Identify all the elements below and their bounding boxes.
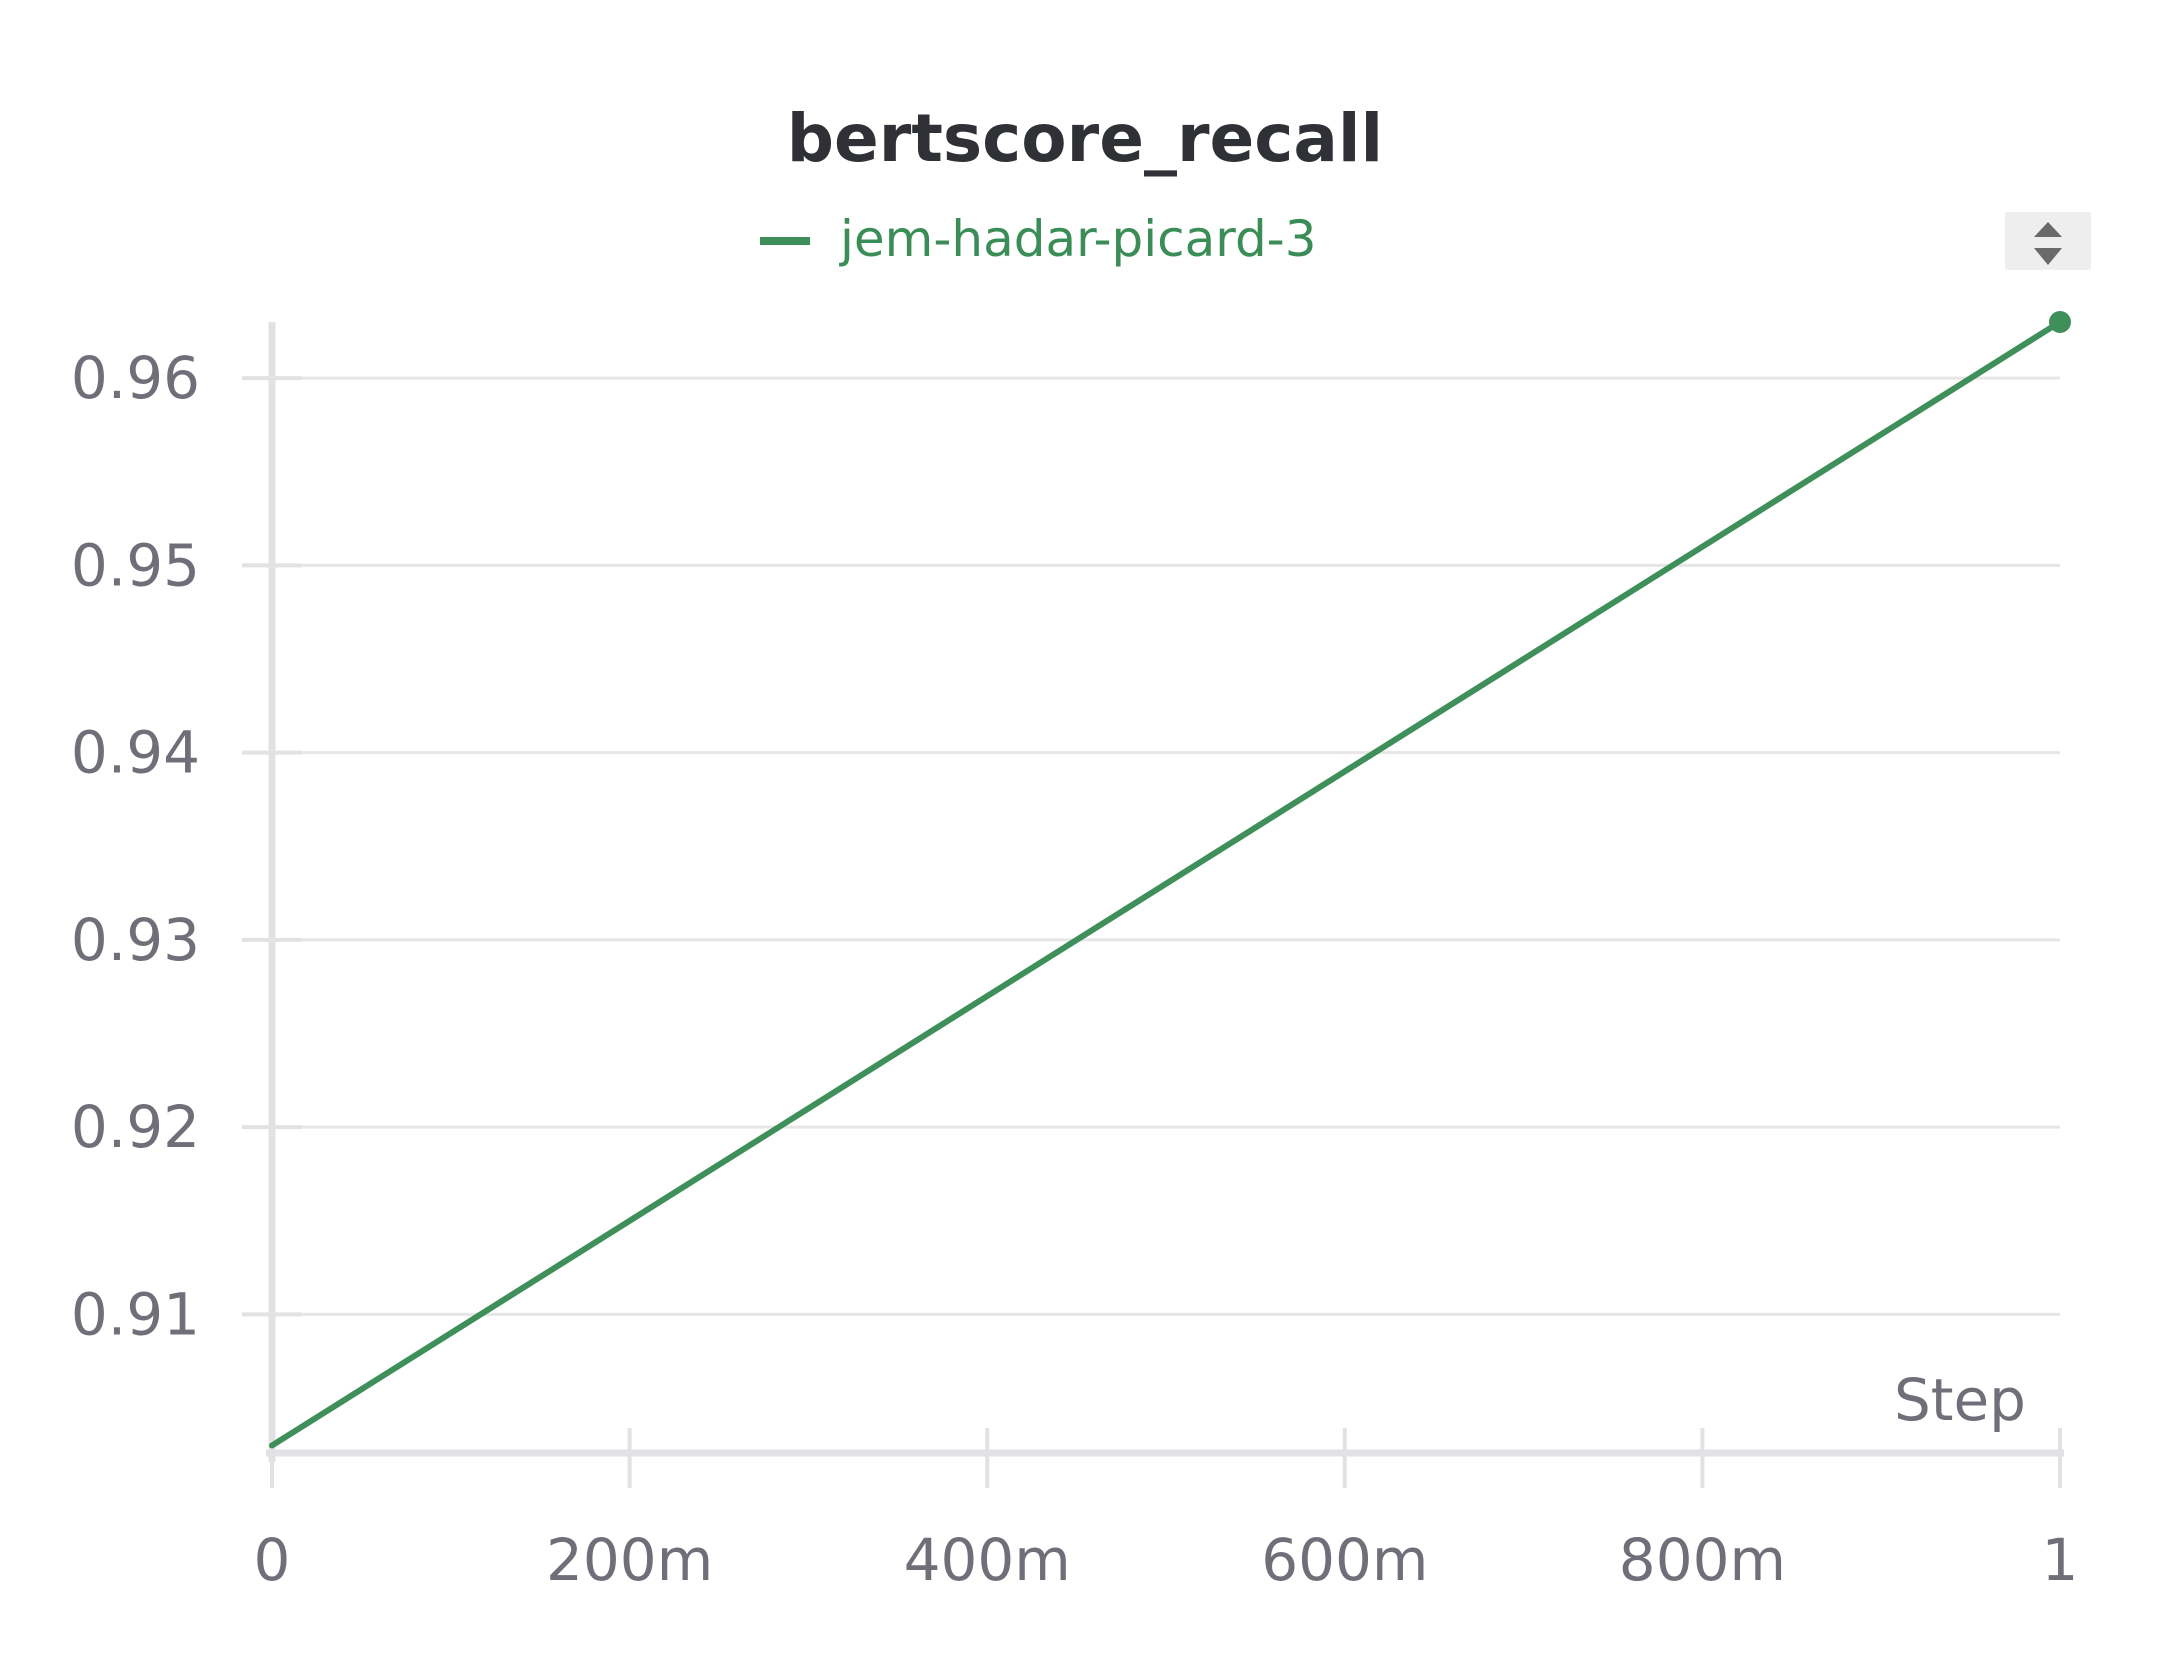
y-tick-label: 0.91 — [71, 1280, 200, 1348]
legend[interactable]: jem-hadar-picard-3 — [760, 210, 1317, 268]
grid-lines — [272, 376, 2060, 1316]
axes — [242, 322, 2064, 1488]
legend-scroll-background — [2005, 212, 2091, 270]
series-endpoint — [2049, 311, 2071, 333]
legend-scroll-button[interactable] — [2005, 212, 2091, 270]
chart-title: bertscore_recall — [787, 100, 1383, 177]
y-tick-label: 0.92 — [71, 1093, 200, 1161]
series-line — [269, 319, 2063, 1449]
x-tick-label: 800m — [1619, 1526, 1786, 1594]
y-tick-label: 0.95 — [71, 531, 200, 599]
x-tick-label: 600m — [1261, 1526, 1428, 1594]
x-axis-label: Step — [1894, 1366, 2026, 1434]
tick-labels: 0.91 0.92 0.93 0.94 0.95 0.96 0 200m 400m 600m 800… — [71, 344, 2079, 1594]
legend-series-label: jem-hadar-picard-3 — [839, 210, 1317, 268]
series-layer — [269, 311, 2071, 1449]
x-tick-label: 200m — [546, 1526, 713, 1594]
up-down-arrows-icon — [2034, 222, 2062, 265]
y-tick-label: 0.94 — [71, 719, 200, 787]
y-tick-label: 0.96 — [71, 344, 200, 412]
y-tick-label: 0.93 — [71, 906, 200, 974]
x-tick-label: 1 — [2042, 1526, 2079, 1594]
x-tick-label: 400m — [904, 1526, 1071, 1594]
x-tick-label: 0 — [254, 1526, 291, 1594]
